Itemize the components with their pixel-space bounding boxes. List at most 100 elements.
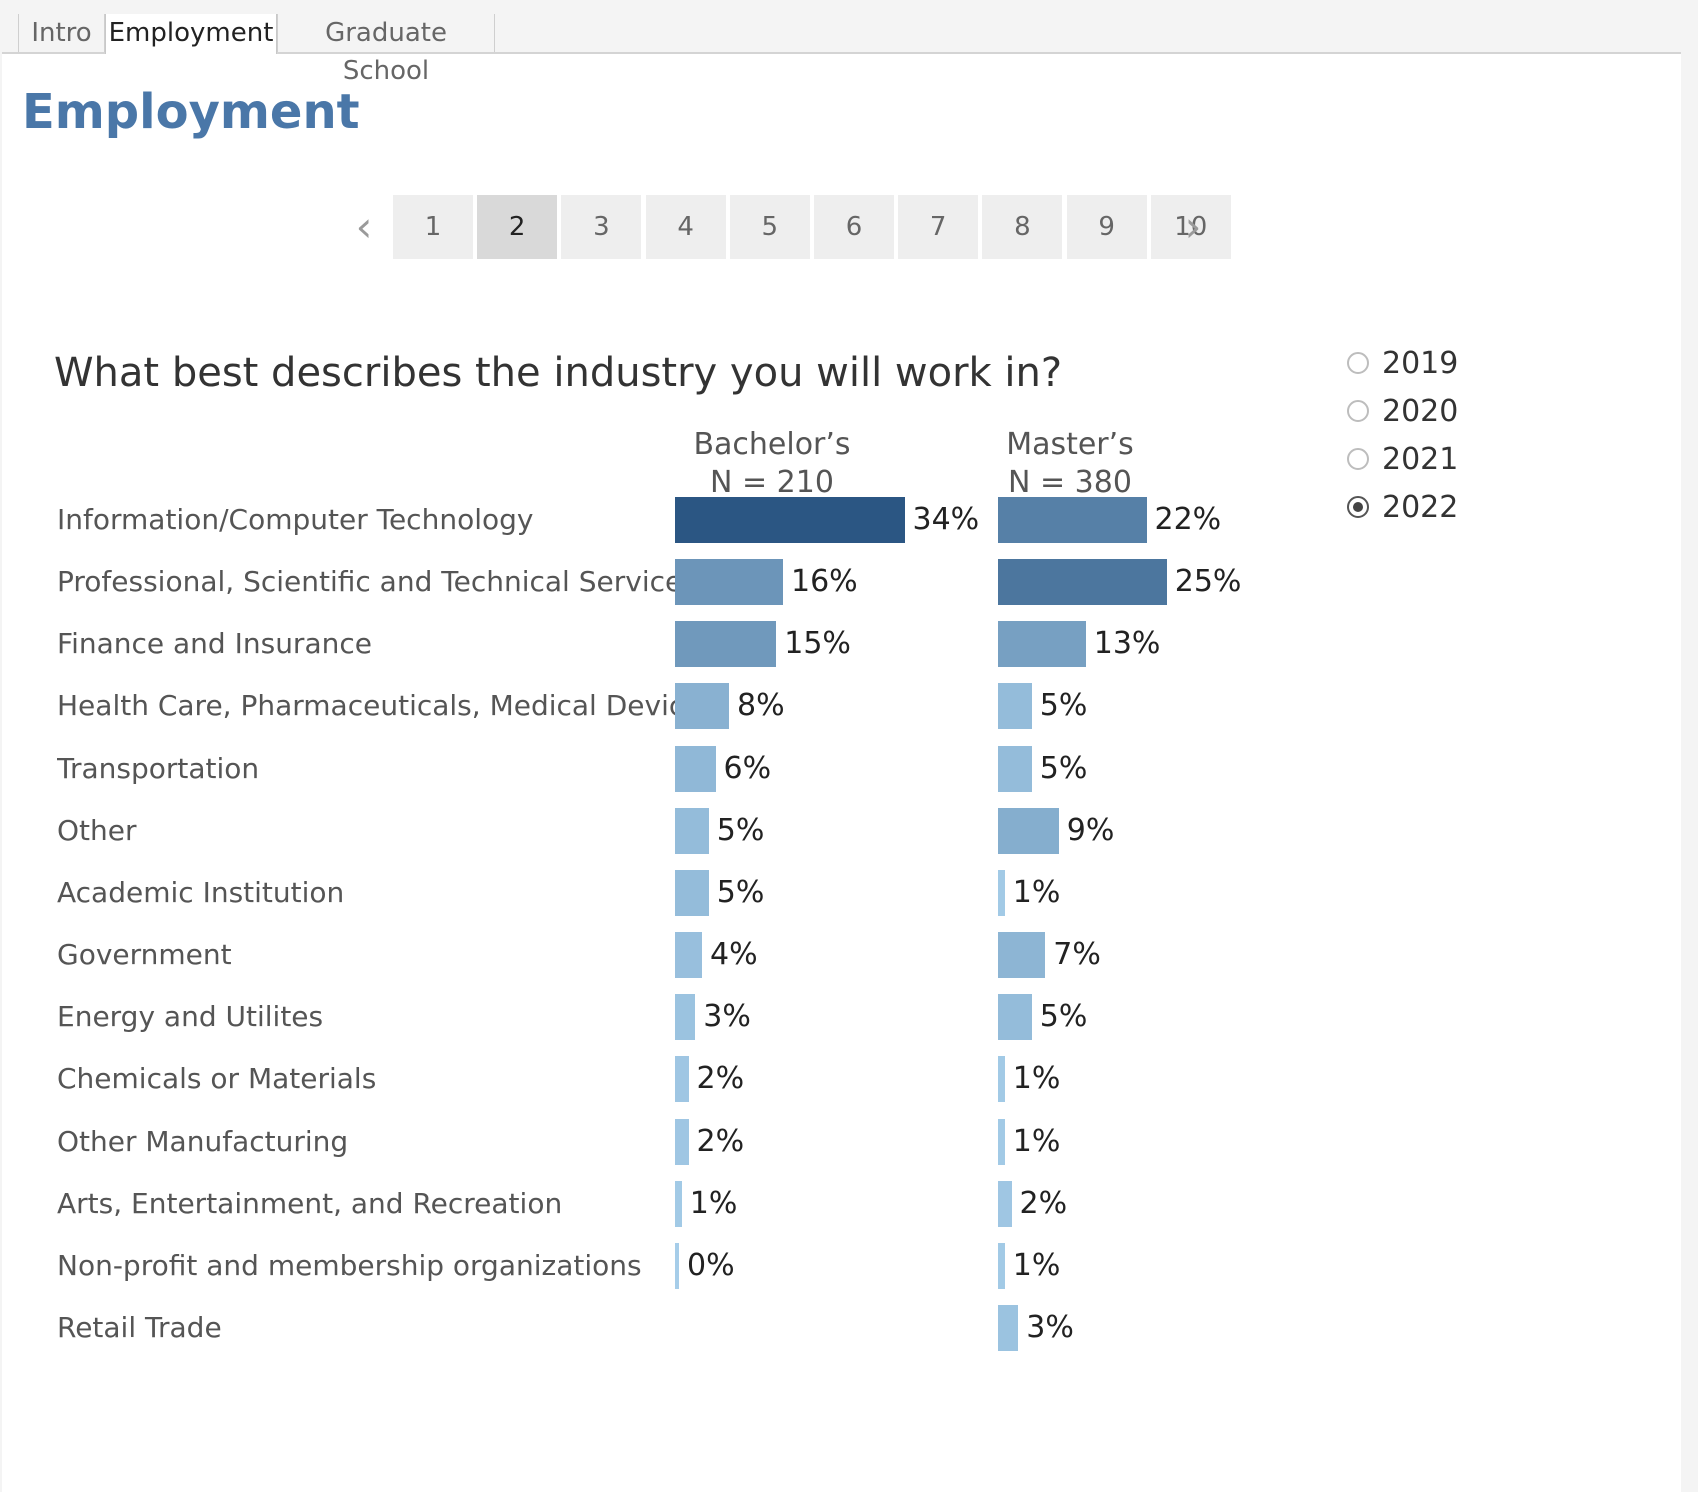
bachelors-value-label: 2% (696, 1061, 745, 1097)
bachelors-bar[interactable] (675, 932, 702, 979)
bachelors-value-label: 15% (784, 626, 851, 662)
masters-value-label: 22% (1154, 502, 1222, 537)
category-label: Arts, Entertainment, and Recreation (57, 1186, 563, 1220)
bachelors-value-label: 5% (716, 874, 765, 910)
masters-value-label: 5% (1039, 999, 1088, 1035)
category-label: Government (57, 938, 232, 972)
bachelors-bar[interactable] (675, 683, 729, 730)
year-label: 2019 (1382, 346, 1459, 381)
bachelors-series-name: Bachelor’s (693, 427, 851, 462)
masters-value-label: 25% (1174, 564, 1242, 600)
bachelors-bar[interactable] (675, 745, 716, 792)
radio-checked-icon[interactable] (1347, 496, 1369, 518)
masters-bar[interactable] (998, 1056, 1005, 1103)
masters-series-name: Master’s (1006, 427, 1134, 462)
masters-value-label: 9% (1066, 812, 1115, 848)
bachelors-value-label: 34% (912, 502, 980, 537)
bachelors-bar[interactable] (675, 807, 709, 854)
page-button-8[interactable]: 8 (982, 195, 1063, 259)
category-label: Information/Computer Technology (57, 503, 534, 536)
bachelors-value-label: 6% (723, 750, 772, 786)
radio-unchecked-icon[interactable] (1347, 352, 1369, 374)
year-label: 2021 (1382, 442, 1459, 477)
category-label: Non-profit and membership organizations (57, 1248, 642, 1282)
chevron-left-icon[interactable]: ‹ (355, 202, 373, 251)
masters-bar[interactable] (998, 1180, 1012, 1227)
category-label: Finance and Insurance (57, 627, 372, 661)
bachelors-bar[interactable] (675, 559, 783, 606)
bachelors-value-label: 4% (710, 937, 758, 973)
bachelors-n-label: N = 210 (710, 465, 834, 500)
masters-value-label: 1% (1012, 1061, 1061, 1097)
page-button-10[interactable]: 10 (1150, 195, 1231, 259)
bachelors-header: Bachelor’s N = 210 (642, 426, 902, 502)
bachelors-bar[interactable] (675, 1056, 689, 1103)
page-button-3[interactable]: 3 (561, 195, 642, 259)
radio-unchecked-icon[interactable] (1347, 448, 1369, 470)
masters-bar[interactable] (998, 994, 1032, 1041)
bachelors-value-label: 5% (716, 812, 765, 848)
bachelors-value-label: 2% (696, 1123, 745, 1159)
chart-title: What best describes the industry you wil… (54, 350, 1063, 396)
page-button-4[interactable]: 4 (645, 195, 726, 259)
masters-bar[interactable] (998, 807, 1059, 854)
bachelors-bar[interactable] (675, 497, 905, 543)
tab-graduate-school[interactable]: Graduate School (277, 14, 495, 86)
masters-n-label: N = 380 (1008, 465, 1132, 500)
chevron-right-icon[interactable]: › (1184, 202, 1202, 251)
bachelors-bar[interactable] (675, 869, 709, 916)
masters-bar[interactable] (998, 1304, 1019, 1351)
masters-bar[interactable] (998, 683, 1032, 730)
masters-value-label: 1% (1012, 1247, 1061, 1283)
page-button-5[interactable]: 5 (729, 195, 810, 259)
category-label: Academic Institution (57, 875, 345, 909)
bachelors-bar[interactable] (675, 994, 696, 1041)
tab-employment[interactable]: Employment (105, 14, 277, 54)
category-label: Health Care, Pharmaceuticals, Medical De… (57, 689, 677, 723)
masters-value-label: 3% (1026, 1309, 1074, 1345)
year-label: 2020 (1382, 394, 1459, 429)
radio-unchecked-icon[interactable] (1347, 400, 1369, 422)
bachelors-bar[interactable] (675, 1118, 689, 1165)
masters-bar[interactable] (998, 1118, 1005, 1165)
page-button-9[interactable]: 9 (1066, 195, 1147, 259)
masters-value-label: 13% (1093, 626, 1161, 662)
bachelors-bar[interactable] (675, 1242, 679, 1289)
bachelors-value-label: 16% (791, 564, 858, 600)
category-label: Other Manufacturing (57, 1124, 349, 1158)
masters-bar[interactable] (998, 745, 1032, 792)
bachelors-value-label: 8% (737, 688, 785, 724)
category-label: Transportation (57, 751, 260, 785)
masters-header: Master’s N = 380 (940, 426, 1200, 502)
tab-bar: Intro Employment Graduate School (2, 14, 1681, 86)
page-button-6[interactable]: 6 (814, 195, 894, 259)
masters-value-label: 1% (1012, 874, 1061, 910)
masters-value-label: 1% (1012, 1123, 1061, 1159)
category-label: Chemicals or Materials (57, 1062, 377, 1096)
bachelors-bar[interactable] (675, 621, 777, 668)
masters-bar[interactable] (998, 497, 1147, 543)
dashboard-panel: Intro Employment Graduate School Employm… (2, 14, 1681, 1492)
category-label: Retail Trade (57, 1310, 222, 1344)
page-title: Employment (22, 84, 360, 140)
masters-bar[interactable] (998, 869, 1005, 916)
bachelors-bar[interactable] (675, 1180, 682, 1227)
category-label: Other (57, 813, 137, 847)
year-label: 2022 (1382, 490, 1459, 525)
bachelors-value-label: 0% (687, 1247, 735, 1283)
masters-value-label: 7% (1053, 937, 1101, 973)
masters-value-label: 5% (1039, 750, 1088, 786)
masters-bar[interactable] (998, 1242, 1005, 1289)
masters-bar[interactable] (998, 621, 1086, 668)
category-label: Energy and Utilites (57, 1000, 324, 1034)
masters-bar[interactable] (998, 932, 1046, 979)
bachelors-value-label: 1% (689, 1185, 738, 1221)
page-button-1[interactable]: 1 (393, 195, 473, 259)
page-button-2[interactable]: 2 (477, 195, 558, 259)
masters-value-label: 5% (1039, 688, 1088, 724)
masters-bar[interactable] (998, 559, 1167, 606)
tab-intro[interactable]: Intro (18, 14, 105, 52)
page-button-7[interactable]: 7 (898, 195, 979, 259)
category-label: Professional, Scientific and Technical S… (57, 565, 677, 599)
masters-value-label: 2% (1019, 1185, 1068, 1221)
